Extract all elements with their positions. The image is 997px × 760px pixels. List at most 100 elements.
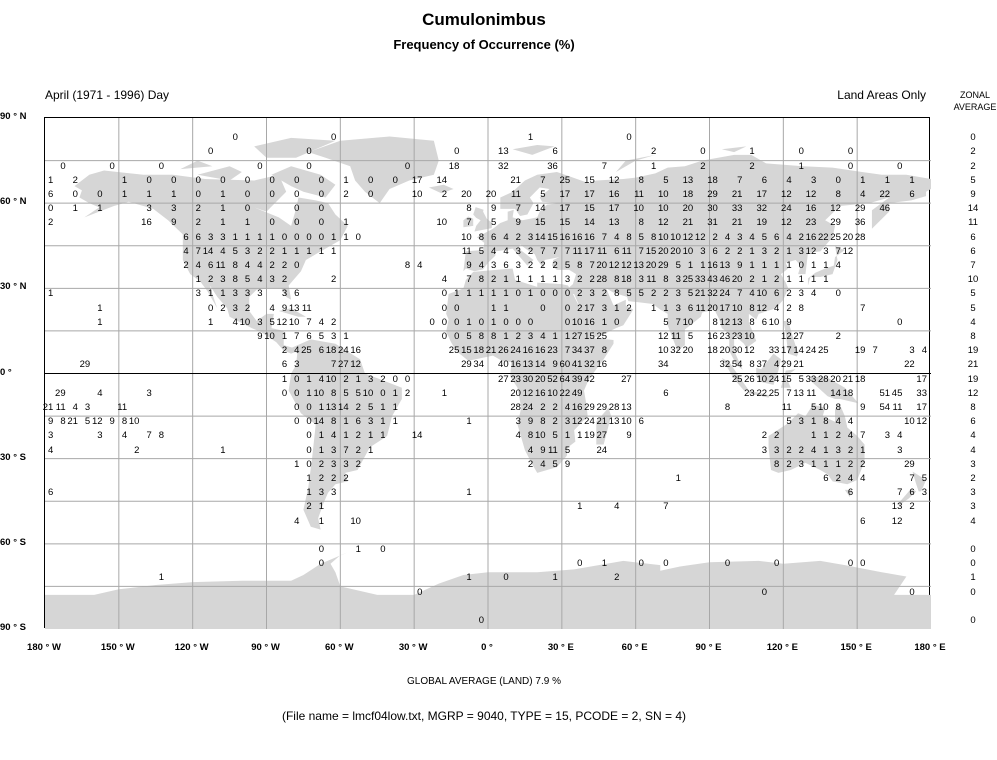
cell-value: 29 <box>55 387 66 399</box>
cell-value: 14 <box>534 359 546 371</box>
cell-value: 0 <box>294 373 300 385</box>
cell-value: 7 <box>331 359 337 371</box>
cell-value: 0 <box>171 174 177 186</box>
cell-value: 6 <box>281 359 288 371</box>
cell-value: 45 <box>891 387 903 399</box>
cell-value: 10 <box>658 345 669 357</box>
cell-value: 4 <box>441 274 448 286</box>
cell-value: 1 <box>195 274 201 286</box>
cell-value: 2 <box>404 387 411 399</box>
cell-value: 5 <box>675 260 681 272</box>
cell-value: 2 <box>343 189 349 201</box>
cell-value: 11 <box>646 274 657 286</box>
cell-value: 0 <box>306 430 312 442</box>
cell-value: 1 <box>220 444 226 456</box>
cell-value: 1 <box>294 458 300 470</box>
cell-value: 0 <box>761 586 768 598</box>
cell-value: 1 <box>355 373 361 385</box>
zonal-average-value: 6 <box>970 416 976 428</box>
cell-value: 7 <box>466 274 472 286</box>
cell-value: 16 <box>559 231 571 243</box>
cell-value: 1 <box>515 274 521 286</box>
cell-value: 20 <box>842 231 854 243</box>
cell-value: 3 <box>675 288 681 300</box>
cell-value: 3 <box>146 387 152 399</box>
cell-value: 21 <box>694 288 706 300</box>
cell-value: 24 <box>338 345 349 357</box>
cell-value: 52 <box>547 373 558 385</box>
land-shape <box>473 207 493 232</box>
cell-value: 9 <box>491 203 497 215</box>
cell-value: 26 <box>498 345 509 357</box>
cell-value: 10 <box>633 203 644 215</box>
cell-value: 7 <box>860 430 866 442</box>
cell-value: 1 <box>343 217 349 229</box>
cell-value: 22 <box>817 231 829 243</box>
map-title: Cumulonimbus <box>422 10 546 29</box>
cell-value: 13 <box>682 174 694 186</box>
longitude-tick-label: 180 ° E <box>914 642 946 653</box>
cell-value: 12 <box>350 359 361 371</box>
cell-value: 11 <box>547 444 558 456</box>
cell-value: 4 <box>491 245 497 257</box>
cell-value: 1 <box>749 245 755 257</box>
cell-value: 0 <box>478 316 484 328</box>
cell-value: 3 <box>171 203 177 215</box>
cell-value: 2 <box>527 260 534 272</box>
cell-value: 12 <box>744 345 755 357</box>
cell-value: 9 <box>860 401 866 413</box>
cell-value: 13 <box>891 501 903 513</box>
land-shape <box>278 308 306 317</box>
cell-value: 1 <box>823 260 829 272</box>
cell-value: 0 <box>306 416 312 428</box>
cell-value: 0 <box>441 331 448 342</box>
cell-value: 0 <box>552 288 558 300</box>
cell-value: 16 <box>707 331 718 342</box>
cell-value: 2 <box>552 416 558 428</box>
cell-value: 21 <box>731 189 743 201</box>
cell-value: 1 <box>367 444 374 456</box>
cell-value: 0 <box>232 132 238 144</box>
cell-value: 5 <box>663 174 669 186</box>
cell-value: 22 <box>559 387 571 399</box>
cell-value: 2 <box>774 274 780 286</box>
cell-value: 1 <box>823 430 829 442</box>
cell-value: 3 <box>798 288 804 300</box>
cell-value: 8 <box>478 331 484 342</box>
cell-value: 21 <box>510 174 521 186</box>
longitude-tick-label: 30 ° E <box>547 642 574 653</box>
cell-value: 25 <box>768 387 780 399</box>
cell-value: 2 <box>626 302 632 314</box>
cell-value: 6 <box>306 331 312 342</box>
cell-value: 3 <box>798 458 804 470</box>
cell-value: 7 <box>601 160 608 172</box>
cell-value: 2 <box>331 274 337 286</box>
zonal-average-value: 0 <box>970 558 976 570</box>
cell-value: 1 <box>343 331 349 342</box>
cell-value: 0 <box>478 614 484 626</box>
cell-value: 0 <box>220 174 226 186</box>
cell-value: 1 <box>614 302 620 314</box>
zonal-average-header-line1: ZONAL <box>959 90 990 100</box>
cell-value: 28 <box>510 401 521 413</box>
cell-value: 1 <box>527 288 534 300</box>
cell-value: 8 <box>749 316 755 328</box>
cell-value: 9 <box>626 430 632 442</box>
cell-value: 10 <box>313 387 325 399</box>
cell-value: 4 <box>269 302 275 314</box>
cell-value: 6 <box>318 345 325 357</box>
cell-value: 15 <box>781 373 792 385</box>
zonal-average-value: 2 <box>970 472 976 484</box>
cell-value: 54 <box>731 359 743 371</box>
cell-value: 0 <box>306 458 312 470</box>
land-shape <box>596 407 612 445</box>
cell-value: 3 <box>331 487 337 499</box>
cell-value: 1 <box>306 487 312 499</box>
cell-value: 5 <box>810 401 817 413</box>
cell-value: 8 <box>835 189 841 201</box>
cell-value: 20 <box>645 260 657 272</box>
cell-value: 2 <box>527 245 534 257</box>
cell-value: 8 <box>331 387 337 399</box>
cell-value: 1 <box>318 245 325 257</box>
cell-value: 46 <box>719 274 731 286</box>
